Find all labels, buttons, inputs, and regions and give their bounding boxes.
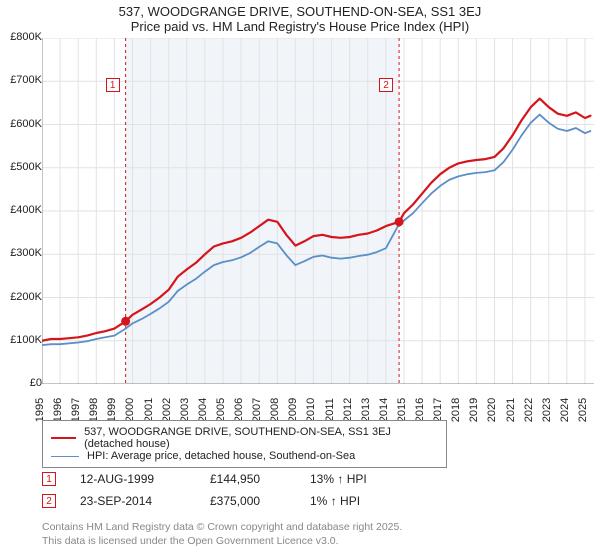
x-axis-label: 2011 (323, 398, 335, 422)
title-line-1: 537, WOODGRANGE DRIVE, SOUTHEND-ON-SEA, … (0, 4, 600, 19)
sales-marker-box: 1 (42, 472, 56, 486)
x-axis-label: 2017 (432, 398, 444, 422)
x-axis-label: 1998 (89, 398, 101, 422)
sales-marker-box: 2 (42, 494, 56, 508)
legend: 537, WOODGRANGE DRIVE, SOUTHEND-ON-SEA, … (42, 420, 447, 468)
x-axis-label: 2000 (125, 398, 137, 422)
sales-date: 12-AUG-1999 (80, 472, 210, 486)
x-axis-label: 2020 (487, 398, 499, 422)
legend-row: HPI: Average price, detached house, Sout… (51, 450, 438, 462)
footer-attribution: Contains HM Land Registry data © Crown c… (42, 520, 402, 548)
chart-area: £0£100K£200K£300K£400K£500K£600K£700K£80… (0, 38, 600, 408)
x-axis-label: 2001 (143, 398, 155, 422)
title-line-2: Price paid vs. HM Land Registry's House … (0, 19, 600, 34)
sale-marker-box: 2 (379, 78, 393, 92)
footer-line-2: This data is licensed under the Open Gov… (42, 534, 402, 548)
x-axis-label: 2023 (541, 398, 553, 422)
legend-row: 537, WOODGRANGE DRIVE, SOUTHEND-ON-SEA, … (51, 426, 438, 450)
x-axis-label: 2007 (251, 398, 263, 422)
sales-table: 1 12-AUG-1999£144,95013% ↑ HPI 2 23-SEP-201… (42, 468, 420, 512)
x-axis-label: 2012 (342, 398, 354, 422)
footer-line-1: Contains HM Land Registry data © Crown c… (42, 520, 402, 534)
y-axis-label: £300K (10, 247, 42, 259)
y-axis-label: £100K (10, 334, 42, 346)
y-axis-label: £600K (10, 118, 42, 130)
sales-row: 1 12-AUG-1999£144,95013% ↑ HPI (42, 468, 420, 490)
x-axis-label: 2015 (396, 398, 408, 422)
chart-title-block: 537, WOODGRANGE DRIVE, SOUTHEND-ON-SEA, … (0, 0, 600, 34)
x-axis-label: 2025 (577, 398, 589, 422)
legend-swatch (51, 437, 76, 439)
legend-label: HPI: Average price, detached house, Sout… (87, 450, 355, 462)
y-axis-label: £200K (10, 291, 42, 303)
x-axis-label: 2013 (360, 398, 372, 422)
sale-marker-box: 1 (106, 78, 120, 92)
x-axis-label: 2014 (378, 398, 390, 422)
legend-swatch (51, 456, 79, 457)
x-axis-label: 2016 (414, 398, 426, 422)
x-axis-label: 1999 (107, 398, 119, 422)
x-axis-label: 2010 (306, 398, 318, 422)
sales-pct: 13% ↑ HPI (310, 472, 420, 486)
x-axis-label: 1996 (52, 398, 64, 422)
y-axis-label: £400K (10, 204, 42, 216)
y-axis-label: £0 (30, 377, 42, 389)
x-axis-label: 1997 (70, 398, 82, 422)
x-axis-label: 2006 (233, 398, 245, 422)
legend-label: 537, WOODGRANGE DRIVE, SOUTHEND-ON-SEA, … (84, 426, 438, 450)
y-axis-label: £700K (10, 74, 42, 86)
x-axis-label: 2022 (523, 398, 535, 422)
sales-price: £375,000 (210, 494, 310, 508)
plot-svg (42, 38, 594, 384)
sales-row: 2 23-SEP-2014£375,0001% ↑ HPI (42, 490, 420, 512)
y-axis-label: £500K (10, 161, 42, 173)
x-axis-label: 2005 (215, 398, 227, 422)
x-axis-label: 2021 (505, 398, 517, 422)
x-axis-label: 2024 (559, 398, 571, 422)
x-axis-label: 2019 (469, 398, 481, 422)
x-axis-label: 2009 (288, 398, 300, 422)
x-axis-label: 2008 (270, 398, 282, 422)
x-axis-label: 2002 (161, 398, 173, 422)
x-axis-label: 1995 (34, 398, 46, 422)
x-axis-label: 2003 (179, 398, 191, 422)
sales-pct: 1% ↑ HPI (310, 494, 420, 508)
x-axis-label: 2018 (450, 398, 462, 422)
y-axis-label: £800K (10, 31, 42, 43)
sales-price: £144,950 (210, 472, 310, 486)
plot-area (42, 38, 594, 384)
x-axis-label: 2004 (197, 398, 209, 422)
sales-date: 23-SEP-2014 (80, 494, 210, 508)
